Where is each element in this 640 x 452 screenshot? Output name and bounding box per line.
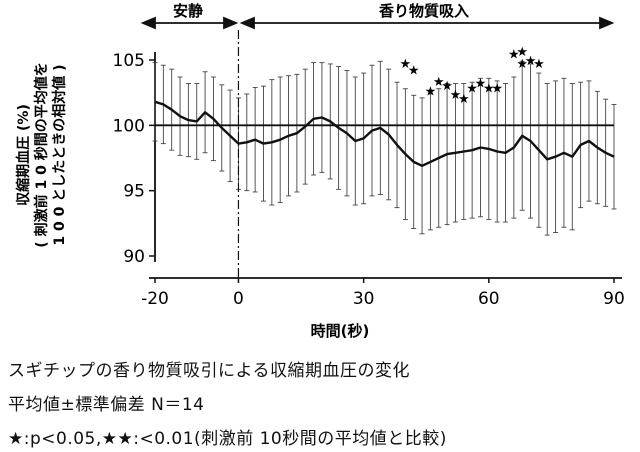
x-tick-label: 30 [353,289,375,309]
caption-title: スギチップの香り物質吸引による収縮期血圧の変化 [8,361,410,381]
rest-arrow-right-head [223,16,239,30]
y-tick-label: 95 [123,182,145,202]
significance-star-p05: ★ [475,76,487,91]
significance-star-p05: ★ [433,75,445,90]
x-tick-label: 90 [603,289,625,309]
y-axis-title-line1: 収縮期血圧 (%) [15,104,32,206]
x-axis-title: 時間(秒) [311,322,370,340]
y-tick-label: 105 [113,51,145,71]
significance-star-p05: ★ [450,88,462,103]
caption-stats: 平均値±標準偏差 N＝14 [8,395,205,415]
y-axis-title-line3: 1 0 0 としたときの相対値 ) [51,64,68,245]
significance-star-p05: ★ [525,54,537,69]
caption-legend: ★:p<0.05,★★:<0.01(刺激前 10秒間の平均値と比較) [8,429,447,449]
significance-star-p05: ★ [408,63,420,78]
mean-series [154,100,615,168]
blood-pressure-chart: 安静 香り物質吸入 収縮期血圧 (%) ( 刺激前 1 0 秒間の平均値を 1 … [15,2,625,340]
significance-star-p05: ★ [516,57,528,72]
tick-labels: 90 95 100 105 -20 0 30 60 90 [113,51,625,309]
y-tick-label: 100 [113,116,145,136]
phase-label-rest: 安静 [173,2,203,20]
phase-label-stimulus: 香り物質吸入 [379,2,469,20]
y-tick-label: 90 [123,247,145,267]
significance-star-p05: ★ [458,92,470,107]
significance-star-p01: ★ [516,45,528,60]
x-tick-label: 60 [478,289,500,309]
significance-star-p05: ★ [466,82,478,97]
axes [149,52,622,279]
rest-arrow-left-head [140,16,156,30]
significance-star-p05: ★ [491,82,503,97]
significance-star-p05: ★ [533,57,545,72]
x-tick-label: -20 [141,289,169,309]
y-axis-title-line2: ( 刺激前 1 0 秒間の平均値を [33,62,50,247]
stim-arrow-right-head [599,16,615,30]
stim-arrow-left-head [239,16,255,30]
significance-markers: ★★★★★★★★★★★★★★★★ [400,45,545,107]
error-bars [152,60,617,236]
significance-star-p05: ★ [441,79,453,94]
significance-star-p01: ★ [508,48,520,63]
x-tick-label: 0 [233,289,244,309]
y-axis-title: 収縮期血圧 (%) ( 刺激前 1 0 秒間の平均値を 1 0 0 としたときの… [15,62,68,247]
phase-indicators [140,16,615,30]
mean-line [154,100,615,168]
significance-star-p05: ★ [425,84,437,99]
significance-star-p05: ★ [483,82,495,97]
significance-star-p05: ★ [400,57,412,72]
reference-lines [155,30,614,278]
